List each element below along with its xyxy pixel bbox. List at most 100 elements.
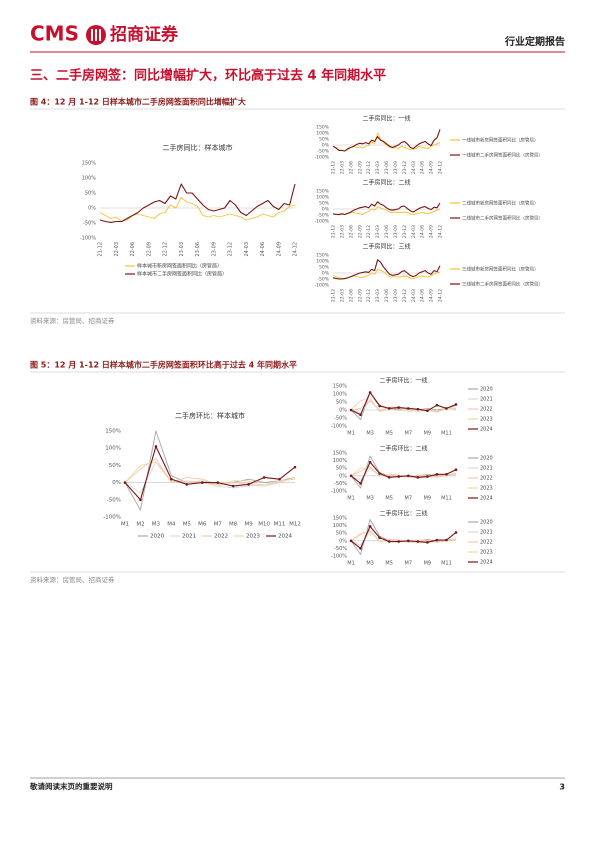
data-point <box>397 406 401 409</box>
y-tick-label: 100% <box>82 176 97 182</box>
x-tick-label: 23-12 <box>402 289 408 302</box>
data-point <box>368 391 372 394</box>
legend-label: 2022 <box>480 476 493 482</box>
figure-caption: 图 5：12 月 1-12 日样本城市二手房网签面积环比高于过去 4 年同期水平 <box>30 360 297 370</box>
x-tick-label: 22-03 <box>339 289 345 302</box>
y-tick-label: 0% <box>322 143 330 149</box>
series-line <box>124 461 296 494</box>
data-point <box>435 403 439 407</box>
x-tick-label: 22-06 <box>348 161 354 174</box>
data-point <box>359 413 362 417</box>
x-tick-label: 23-12 <box>402 225 408 238</box>
x-tick-label: 23-06 <box>384 289 390 302</box>
legend-label: 一线城市新房网签面积同比（房管局） <box>462 137 539 144</box>
data-point <box>435 538 439 542</box>
data-point <box>426 475 429 478</box>
legend-label: 2024 <box>278 534 292 540</box>
x-tick-label: M11 <box>441 431 452 437</box>
y-tick-label: 0% <box>112 480 121 486</box>
y-tick-label: 0% <box>339 408 347 414</box>
data-point <box>397 475 401 478</box>
data-point <box>416 407 420 411</box>
data-point <box>378 536 381 540</box>
series-line <box>332 259 441 280</box>
legend-label: 2024 <box>480 427 493 433</box>
data-point <box>454 468 458 472</box>
legend-label: 2022 <box>214 534 228 540</box>
series-line <box>124 445 296 501</box>
x-tick-label: 21-12 <box>331 289 337 302</box>
data-point <box>154 445 158 448</box>
y-tick-label: 0% <box>322 207 330 213</box>
series-line <box>350 525 457 549</box>
data-point <box>200 481 204 484</box>
chart-title: 二手房同比：样本城市 <box>163 143 233 152</box>
data-point <box>406 474 410 478</box>
y-tick-label: 50% <box>319 137 330 143</box>
legend-label: 样本城市新房网签面积同比（房管局） <box>137 263 222 270</box>
y-tick-label: 150% <box>316 189 330 195</box>
x-tick-label: M9 <box>245 522 254 528</box>
legend-label: 样本城市二手房网签面积同比（房管局） <box>137 271 227 278</box>
legend-label: 一线城市二手房网签面积同比（房管局） <box>462 152 543 159</box>
y-tick-label: 50% <box>109 463 121 469</box>
x-tick-label: M11 <box>274 522 286 528</box>
y-tick-label: 50% <box>336 531 347 537</box>
data-point <box>368 525 372 528</box>
x-tick-label: 22-03 <box>339 161 345 174</box>
x-tick-label: 22-12 <box>163 242 169 257</box>
data-point <box>278 477 281 481</box>
y-tick-label: -100% <box>331 554 347 560</box>
x-tick-label: 22-09 <box>357 225 363 238</box>
y-tick-label: 100% <box>316 195 330 201</box>
x-tick-label: 23-09 <box>393 289 399 302</box>
x-tick-label: 23-06 <box>195 242 201 257</box>
x-tick-label: M1 <box>347 561 355 567</box>
chart-title: 二手房同比：一线 <box>362 115 410 123</box>
y-tick-label: -50% <box>317 213 329 219</box>
series-line <box>350 391 457 416</box>
legend-label: 2020 <box>480 387 493 393</box>
x-tick-label: 22-12 <box>366 161 372 174</box>
chart-title: 二手房同比：三线 <box>362 243 410 251</box>
data-point <box>454 403 458 406</box>
y-tick-label: -50% <box>317 277 329 283</box>
legend-label: 2021 <box>480 397 493 403</box>
chart-title: 二手房同比：二线 <box>362 179 410 187</box>
x-tick-label: 24-12 <box>293 242 299 257</box>
legend-label: 2021 <box>480 530 493 536</box>
y-tick-label: 0% <box>88 206 96 212</box>
x-tick-label: 24-03 <box>411 225 417 238</box>
x-tick-label: 23-06 <box>384 161 390 174</box>
y-tick-label: 50% <box>319 265 330 271</box>
x-tick-label: M9 <box>424 431 432 437</box>
y-tick-label: 0% <box>322 271 330 277</box>
x-tick-label: 24-03 <box>411 161 417 174</box>
data-point <box>426 541 429 544</box>
x-tick-label: M11 <box>441 561 452 567</box>
data-point <box>435 472 439 476</box>
data-point <box>387 540 391 543</box>
x-tick-label: M3 <box>366 431 374 437</box>
x-tick-label: M1 <box>121 522 129 528</box>
data-point <box>454 531 458 534</box>
series-line <box>124 430 296 511</box>
legend-label: 三线城市二手房网签面积同比（房管局） <box>462 281 543 288</box>
company-name: 招商证券 <box>110 24 179 45</box>
data-point <box>387 476 391 479</box>
y-tick-label: -50% <box>83 221 96 227</box>
chart-title: 二手房环比：样本城市 <box>175 411 245 420</box>
legend-label: 2021 <box>480 466 493 472</box>
x-tick-label: 23-06 <box>384 225 390 238</box>
x-tick-label: 24-06 <box>420 225 426 238</box>
data-point <box>247 483 250 486</box>
data-point <box>445 538 448 542</box>
x-tick-label: 23-12 <box>228 242 234 257</box>
x-tick-label: 23-09 <box>211 242 217 257</box>
data-point <box>406 407 410 410</box>
x-tick-label: 24-06 <box>420 161 426 174</box>
x-tick-label: 22-06 <box>130 242 136 257</box>
data-point <box>262 476 266 479</box>
